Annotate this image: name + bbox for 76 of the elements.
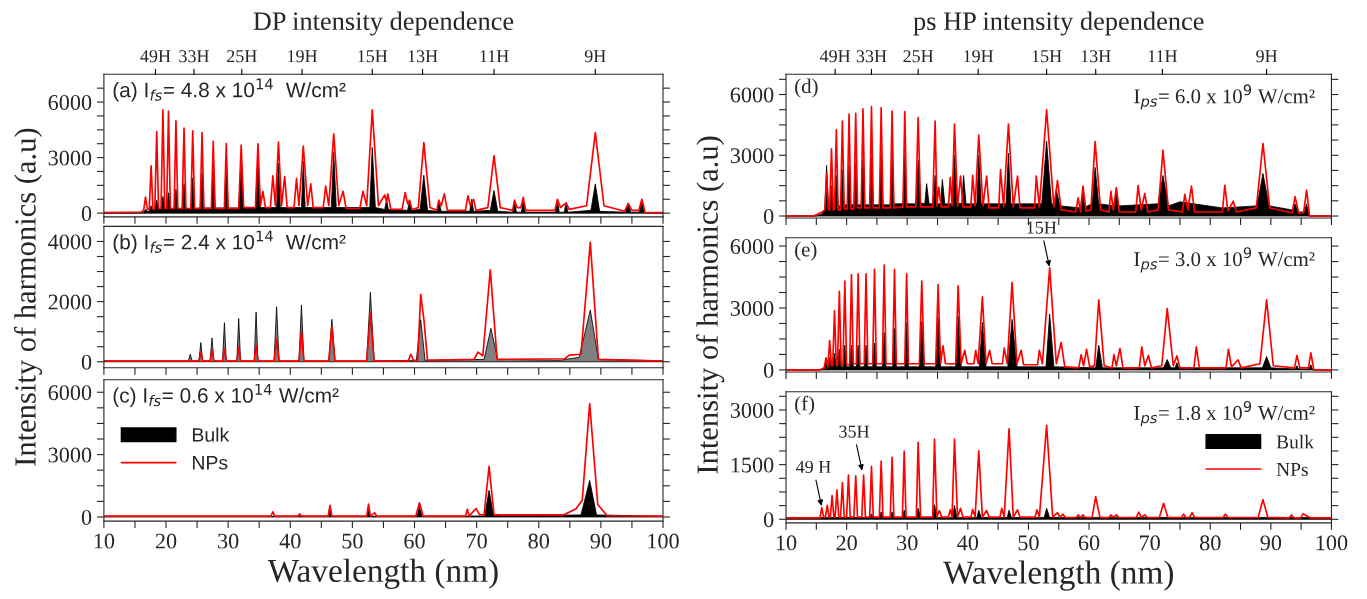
annotation: 15H — [358, 50, 388, 63]
y-axis-title: Intensity of harmonics (a.u) — [13, 128, 43, 466]
annotation: 13H — [408, 50, 438, 63]
annotation: 33H — [179, 50, 209, 63]
annotation: 49H — [819, 50, 851, 63]
x-tick-label: 10 — [776, 535, 797, 551]
annotation: 9H — [584, 50, 606, 63]
annotation: I$_{ps}$= 1.8 x 10$^{9}$ W/cm² — [1134, 400, 1315, 427]
y-tick-label: 4000 — [48, 234, 92, 250]
annotation: (b) I$_{fs}$= 2.4 x 10$^{14}$ W/cm² — [113, 230, 346, 254]
chart-title: ps HP intensity dependence — [913, 11, 1204, 36]
y-tick-label: 6000 — [730, 87, 774, 103]
chart-title: DP intensity dependence — [253, 11, 514, 36]
x-axis-title: Wavelength (nm) — [943, 560, 1174, 591]
annotation: 25H — [227, 50, 257, 63]
annotation: 15H — [1027, 221, 1057, 234]
x-tick-label: 50 — [342, 533, 363, 549]
annotation: 11H — [1148, 50, 1178, 63]
x-tick-label: 80 — [1199, 535, 1221, 551]
annotation: 49H — [140, 50, 171, 63]
x-tick-label: 30 — [218, 533, 239, 549]
annotation: 9H — [1256, 50, 1278, 63]
x-tick-label: 30 — [897, 535, 918, 551]
y-tick-label: 2000 — [48, 294, 92, 310]
y-tick-label: 3000 — [730, 300, 774, 316]
annotation: (e) — [795, 241, 817, 261]
y-tick-label: 6000 — [48, 94, 92, 110]
y-tick-label: 0 — [81, 509, 92, 525]
y-tick-label: 3000 — [730, 148, 774, 164]
y-tick-label: 0 — [763, 512, 774, 528]
y-tick-label: 0 — [763, 208, 774, 224]
y-tick-label: 3000 — [48, 447, 92, 463]
legend-label: NPs — [192, 456, 228, 470]
y-tick-label: 0 — [763, 362, 774, 378]
y-tick-label: 6000 — [730, 238, 774, 254]
annotation: 33H — [856, 50, 887, 63]
annotation: I$_{ps}$= 3.0 x 10$^{9}$ W/cm² — [1134, 247, 1315, 273]
legend-label: NPs — [1276, 463, 1308, 476]
x-tick-label: 100 — [648, 533, 679, 549]
annotation: 49 H — [796, 460, 831, 474]
annotation: 19H — [288, 50, 318, 63]
y-tick-label: 3000 — [730, 402, 774, 418]
y-axis-title: Intensity of harmonics (a.u) — [696, 136, 725, 474]
y-tick-label: 0 — [81, 354, 92, 370]
annotation: 25H — [903, 50, 934, 63]
annotation: I$_{ps}$= 6.0 x 10$^{9}$ W/cm² — [1134, 84, 1315, 110]
x-tick-label: 20 — [155, 533, 177, 549]
x-tick-label: 100 — [1316, 535, 1348, 551]
annotation: 19H — [964, 50, 994, 63]
annotation: 11H — [480, 50, 509, 63]
x-tick-label: 10 — [94, 533, 115, 549]
x-tick-label: 90 — [590, 533, 612, 549]
annotation: (f) — [795, 395, 815, 415]
x-tick-label: 70 — [466, 533, 487, 549]
x-tick-label: 50 — [1018, 535, 1039, 551]
annotation: (c) I$_{fs}$= 0.6 x 10$^{14}$ W/cm² — [113, 384, 339, 407]
x-axis-title: Wavelength (nm) — [267, 558, 498, 589]
x-tick-label: 40 — [957, 535, 979, 551]
x-tick-label: 60 — [404, 533, 425, 549]
annotation: 15H — [1032, 50, 1062, 63]
x-tick-label: 40 — [279, 533, 301, 549]
annotation: 35H — [839, 425, 870, 438]
x-tick-label: 90 — [1260, 535, 1282, 551]
x-tick-label: 60 — [1078, 535, 1100, 551]
y-tick-label: 0 — [81, 206, 92, 222]
legend-label: Bulk — [1276, 434, 1314, 449]
y-tick-label: 6000 — [48, 385, 92, 401]
y-tick-label: 3000 — [48, 150, 92, 166]
x-tick-label: 80 — [528, 533, 550, 549]
x-tick-label: 70 — [1140, 535, 1160, 551]
annotation: (d) — [795, 78, 818, 98]
y-tick-label: 1500 — [731, 457, 774, 473]
x-tick-label: 20 — [836, 535, 857, 551]
annotation: 13H — [1081, 50, 1111, 63]
annotation: (a) I$_{fs}$= 4.8 x 10$^{14}$ W/cm² — [113, 78, 346, 102]
legend-label: Bulk — [192, 427, 230, 442]
